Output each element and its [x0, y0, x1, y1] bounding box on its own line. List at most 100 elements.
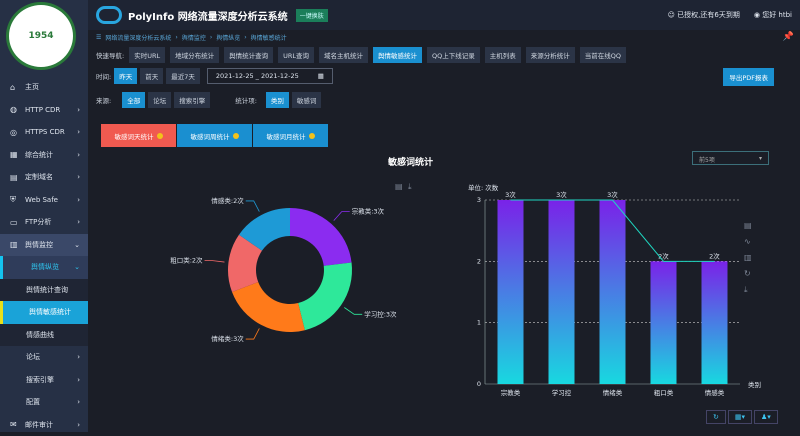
- restore-icon[interactable]: ↻: [744, 266, 754, 282]
- chevron-icon: ›: [77, 151, 80, 159]
- quick-nav-item[interactable]: 域名主机统计: [319, 47, 368, 63]
- sidebar-item-label: 舆情监控: [25, 240, 53, 250]
- sidebar-item[interactable]: 情感曲线: [0, 324, 88, 347]
- pie-label-line: [344, 307, 362, 314]
- quick-nav-item[interactable]: 实时URL: [129, 47, 165, 63]
- coin-icon: [157, 133, 163, 139]
- time-yesterday-button[interactable]: 昨天: [114, 68, 137, 84]
- sidebar-item[interactable]: 论坛›: [0, 346, 88, 369]
- sidebar-item-label: Web Safe: [25, 196, 58, 204]
- bar-chart-icon: ▥: [10, 240, 20, 249]
- user-menu[interactable]: ◉ 您好 htbi: [754, 10, 792, 20]
- sidebar-item[interactable]: 搜索引擎 ›: [0, 369, 88, 392]
- menu-icon[interactable]: ☰: [96, 34, 101, 41]
- sidebar-item[interactable]: 配置›: [0, 391, 88, 414]
- quick-nav-item[interactable]: URL查询: [278, 47, 314, 63]
- data-view-icon[interactable]: ▤: [744, 218, 754, 234]
- breadcrumb-item[interactable]: 网络流量深度分析云系统: [105, 33, 171, 42]
- stat-keyword-button[interactable]: 敏感词: [292, 92, 322, 108]
- tab-weekly[interactable]: 敏感词周统计: [177, 124, 252, 147]
- bar-chart-icon[interactable]: ▥: [744, 250, 754, 266]
- sidebar-item-label: 舆情敏感统计: [29, 307, 71, 317]
- pie-label: 学习控:3次: [364, 309, 397, 318]
- quick-nav-item[interactable]: QQ上下线记录: [427, 47, 480, 63]
- sidebar-item-label: 情感曲线: [26, 330, 54, 340]
- sidebar-item[interactable]: 舆情纵览⌄: [0, 256, 88, 279]
- refresh-icon[interactable]: ↻: [706, 410, 726, 424]
- time-last7-button[interactable]: 最近7天: [166, 68, 200, 84]
- time-day-before-button[interactable]: 前天: [140, 68, 163, 84]
- pin-icon[interactable]: 📌: [783, 32, 794, 42]
- pie-slice[interactable]: [298, 263, 352, 331]
- quick-nav-item[interactable]: 舆情统计查询: [224, 47, 273, 63]
- bar-toolbox: ▤ ∿ ▥ ↻ ⤓: [744, 218, 754, 298]
- quick-nav-item[interactable]: 当前在线QQ: [580, 47, 626, 63]
- pie-label-line: [334, 212, 350, 221]
- pie-slice[interactable]: [228, 235, 262, 292]
- sidebar-item[interactable]: ▥舆情监控⌄: [0, 234, 88, 257]
- pie-label-line: [246, 201, 260, 212]
- bar[interactable]: [702, 261, 728, 384]
- line-chart-icon[interactable]: ∿: [744, 234, 754, 250]
- user-menu-icon[interactable]: ♟▾: [754, 410, 778, 424]
- grid-icon: ▦: [10, 150, 20, 159]
- sidebar-item-label: 搜索引擎: [26, 375, 54, 385]
- bar-data-label: 3次: [556, 190, 567, 199]
- tab-daily[interactable]: 敏感词天统计: [101, 124, 176, 147]
- pie-slice[interactable]: [290, 208, 352, 266]
- sidebar-item[interactable]: ▤定制域名›: [0, 166, 88, 189]
- source-forum-button[interactable]: 论坛: [148, 92, 171, 108]
- bar-data-label: 3次: [505, 190, 516, 199]
- breadcrumb-item[interactable]: 舆情监控: [182, 33, 206, 42]
- data-view-icon[interactable]: ▤: [395, 182, 403, 191]
- quick-nav-item[interactable]: 地域分布统计: [170, 47, 219, 63]
- sidebar-item[interactable]: 舆情敏感统计: [0, 301, 88, 324]
- sidebar-item[interactable]: ⛨Web Safe›: [0, 189, 88, 212]
- stat-category-button[interactable]: 类别: [266, 92, 289, 108]
- breadcrumb-item[interactable]: 舆情纵览: [216, 33, 240, 42]
- top-n-select[interactable]: 前5项▾: [692, 151, 769, 165]
- pie-slice[interactable]: [232, 282, 305, 332]
- date-range-input[interactable]: 2021-12-25 _ 2021-12-25▦: [207, 68, 333, 84]
- pie-label: 粗口类:2次: [170, 256, 203, 265]
- quick-nav-item[interactable]: 主机列表: [485, 47, 521, 63]
- pie-slice[interactable]: [239, 208, 290, 251]
- source-filter: 来源: 全部 论坛 搜索引擎 统计项: 类别 敏感词: [96, 92, 321, 108]
- bar[interactable]: [600, 200, 626, 384]
- sidebar-item[interactable]: ⌂主页: [0, 76, 88, 99]
- calendar-icon[interactable]: ▦: [318, 72, 324, 80]
- skin-switch-button[interactable]: 一键换肤: [296, 9, 328, 22]
- chevron-icon: ›: [77, 376, 80, 384]
- sidebar-item[interactable]: 舆情统计查询: [0, 279, 88, 302]
- grid-menu-icon[interactable]: ▦▾: [728, 410, 752, 424]
- bar[interactable]: [498, 200, 524, 384]
- export-pdf-button[interactable]: 导出PDF报表: [723, 68, 774, 86]
- source-all-button[interactable]: 全部: [122, 92, 145, 108]
- top-header: PolyInfo 网络流量深度分析云系统 一键换肤 ☺ 已授权,还有6天到期 ◉…: [88, 0, 800, 30]
- quick-nav-item[interactable]: 来源分析统计: [526, 47, 575, 63]
- y-tick-label: 3: [477, 196, 481, 204]
- pie-label: 情感类:2次: [211, 196, 244, 205]
- sidebar-item[interactable]: ◎HTTPS CDR›: [0, 121, 88, 144]
- chevron-icon: ⌄: [74, 263, 80, 271]
- download-icon[interactable]: ⤓: [408, 182, 412, 192]
- sidebar-item[interactable]: ◍HTTP CDR›: [0, 99, 88, 122]
- chevron-icon: ›: [77, 106, 80, 114]
- tab-monthly[interactable]: 敏感词月统计: [253, 124, 328, 147]
- sidebar: 1954 ⌂主页◍HTTP CDR›◎HTTPS CDR›▦综合统计›▤定制域名…: [0, 0, 88, 432]
- sidebar-item[interactable]: ✉邮件审计›: [0, 414, 88, 436]
- source-search-button[interactable]: 搜索引擎: [174, 92, 210, 108]
- quick-nav-item[interactable]: 舆情敏感统计: [373, 47, 422, 63]
- app-title: PolyInfo 网络流量深度分析云系统: [128, 8, 288, 23]
- bar[interactable]: [651, 261, 677, 384]
- sidebar-item[interactable]: ▭FTP分析›: [0, 211, 88, 234]
- bar-data-label: 3次: [607, 190, 618, 199]
- sidebar-item-label: 配置: [26, 397, 40, 407]
- sidebar-item[interactable]: ▦综合统计›: [0, 144, 88, 167]
- pie-label: 情绪类:3次: [211, 334, 244, 343]
- download-icon[interactable]: ⤓: [744, 282, 754, 298]
- university-logo: 1954: [6, 2, 76, 70]
- bar[interactable]: [549, 200, 575, 384]
- chevron-icon: ›: [77, 421, 80, 429]
